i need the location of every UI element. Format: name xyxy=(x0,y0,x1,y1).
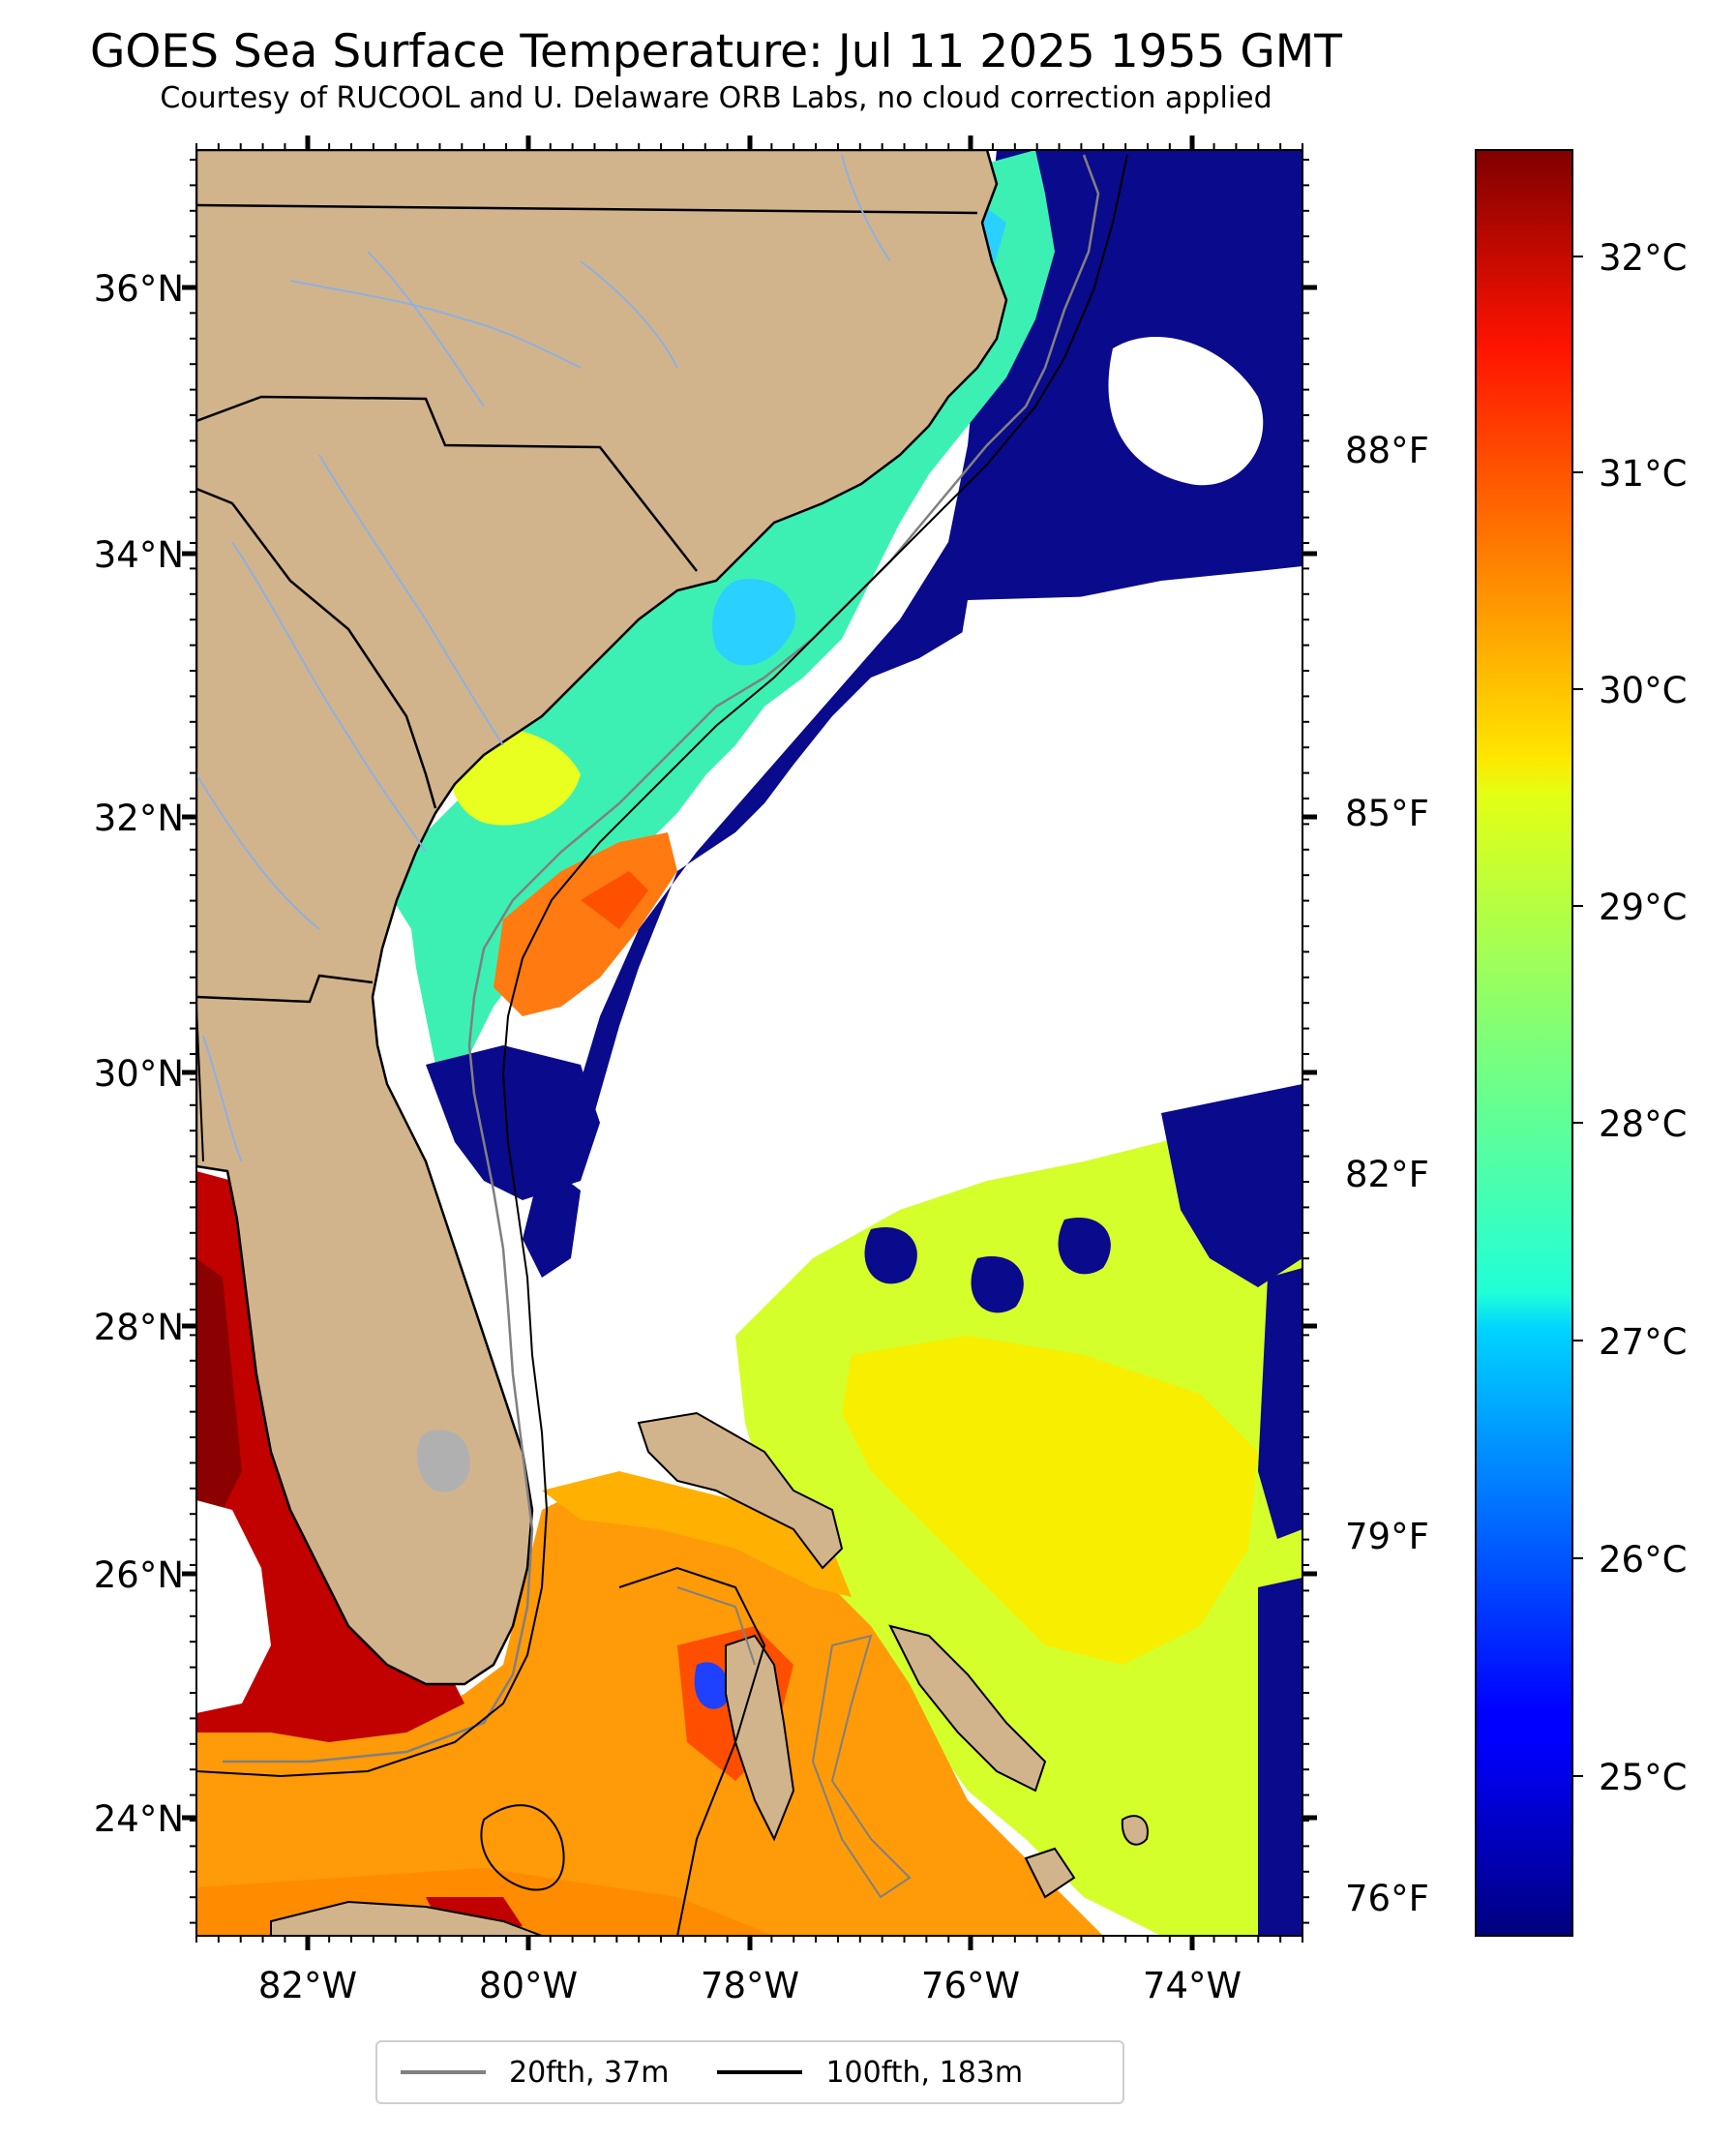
colorbar xyxy=(1475,149,1573,1937)
legend-label-20fth: 20fth, 37m xyxy=(509,2055,670,2090)
cb-label-32: 32°C xyxy=(1599,237,1687,279)
land-bahamas-eleuthera xyxy=(888,1624,1047,1793)
contour-20fth xyxy=(223,154,1100,1763)
lat-label-24: 24°N xyxy=(94,1798,184,1840)
lat-label-34: 34°N xyxy=(94,534,184,576)
lat-label-30: 30°N xyxy=(94,1053,184,1095)
lon-label-74: 74°W xyxy=(1143,1965,1242,2006)
lat-label-32: 32°N xyxy=(94,798,184,839)
contour-100fth xyxy=(196,154,1128,1778)
lon-label-78: 78°W xyxy=(701,1965,799,2006)
f-label-76: 76°F xyxy=(1345,1878,1429,1919)
sst-warm-water-south xyxy=(196,1491,1103,1936)
cb-label-26: 26°C xyxy=(1599,1539,1687,1581)
map-subtitle: Courtesy of RUCOOL and U. Delaware ORB L… xyxy=(160,81,1272,115)
map-title: GOES Sea Surface Temperature: Jul 11 202… xyxy=(89,25,1343,78)
land-cuba xyxy=(270,1900,543,1936)
legend-item-100fth: 100fth, 183m xyxy=(717,2056,1023,2090)
lake-okeechobee xyxy=(416,1430,470,1492)
legend-line-gray xyxy=(401,2070,486,2074)
f-label-79: 79°F xyxy=(1345,1516,1429,1557)
rivers xyxy=(196,154,891,1162)
lat-label-36: 36°N xyxy=(94,268,184,310)
state-border-ga-fl xyxy=(196,974,374,1004)
land-bahamas-andros xyxy=(725,1634,795,1842)
cb-label-31: 31°C xyxy=(1599,453,1687,495)
f-label-85: 85°F xyxy=(1345,793,1429,834)
cb-label-29: 29°C xyxy=(1599,887,1687,928)
land-bahamas-grand xyxy=(637,1411,844,1570)
f-label-88: 88°F xyxy=(1345,430,1429,471)
legend-label-100fth: 100fth, 183m xyxy=(825,2055,1024,2090)
lat-label-26: 26°N xyxy=(94,1554,184,1596)
lon-label-82: 82°W xyxy=(258,1965,357,2006)
axis-ticks xyxy=(182,136,1317,1950)
lon-label-76: 76°W xyxy=(921,1965,1020,2006)
cb-label-28: 28°C xyxy=(1599,1103,1687,1145)
state-border-sc-ga xyxy=(196,487,437,809)
f-label-82: 82°F xyxy=(1345,1154,1429,1195)
lon-label-80: 80°W xyxy=(479,1965,578,2006)
colorbar-ticks xyxy=(1572,256,1583,1777)
state-border-va-nc xyxy=(196,203,978,215)
legend-line-black xyxy=(717,2070,803,2074)
land-mainland xyxy=(196,150,1008,1686)
cb-label-25: 25°C xyxy=(1599,1757,1687,1798)
cb-label-27: 27°C xyxy=(1599,1321,1687,1363)
lat-label-28: 28°N xyxy=(94,1307,184,1348)
legend-item-20fth: 20fth, 37m xyxy=(401,2056,669,2090)
map-area xyxy=(196,150,1302,1936)
contour-legend: 20fth, 37m 100fth, 183m xyxy=(375,2040,1124,2104)
cb-label-30: 30°C xyxy=(1599,670,1687,711)
state-border-nc-sc xyxy=(196,395,698,572)
